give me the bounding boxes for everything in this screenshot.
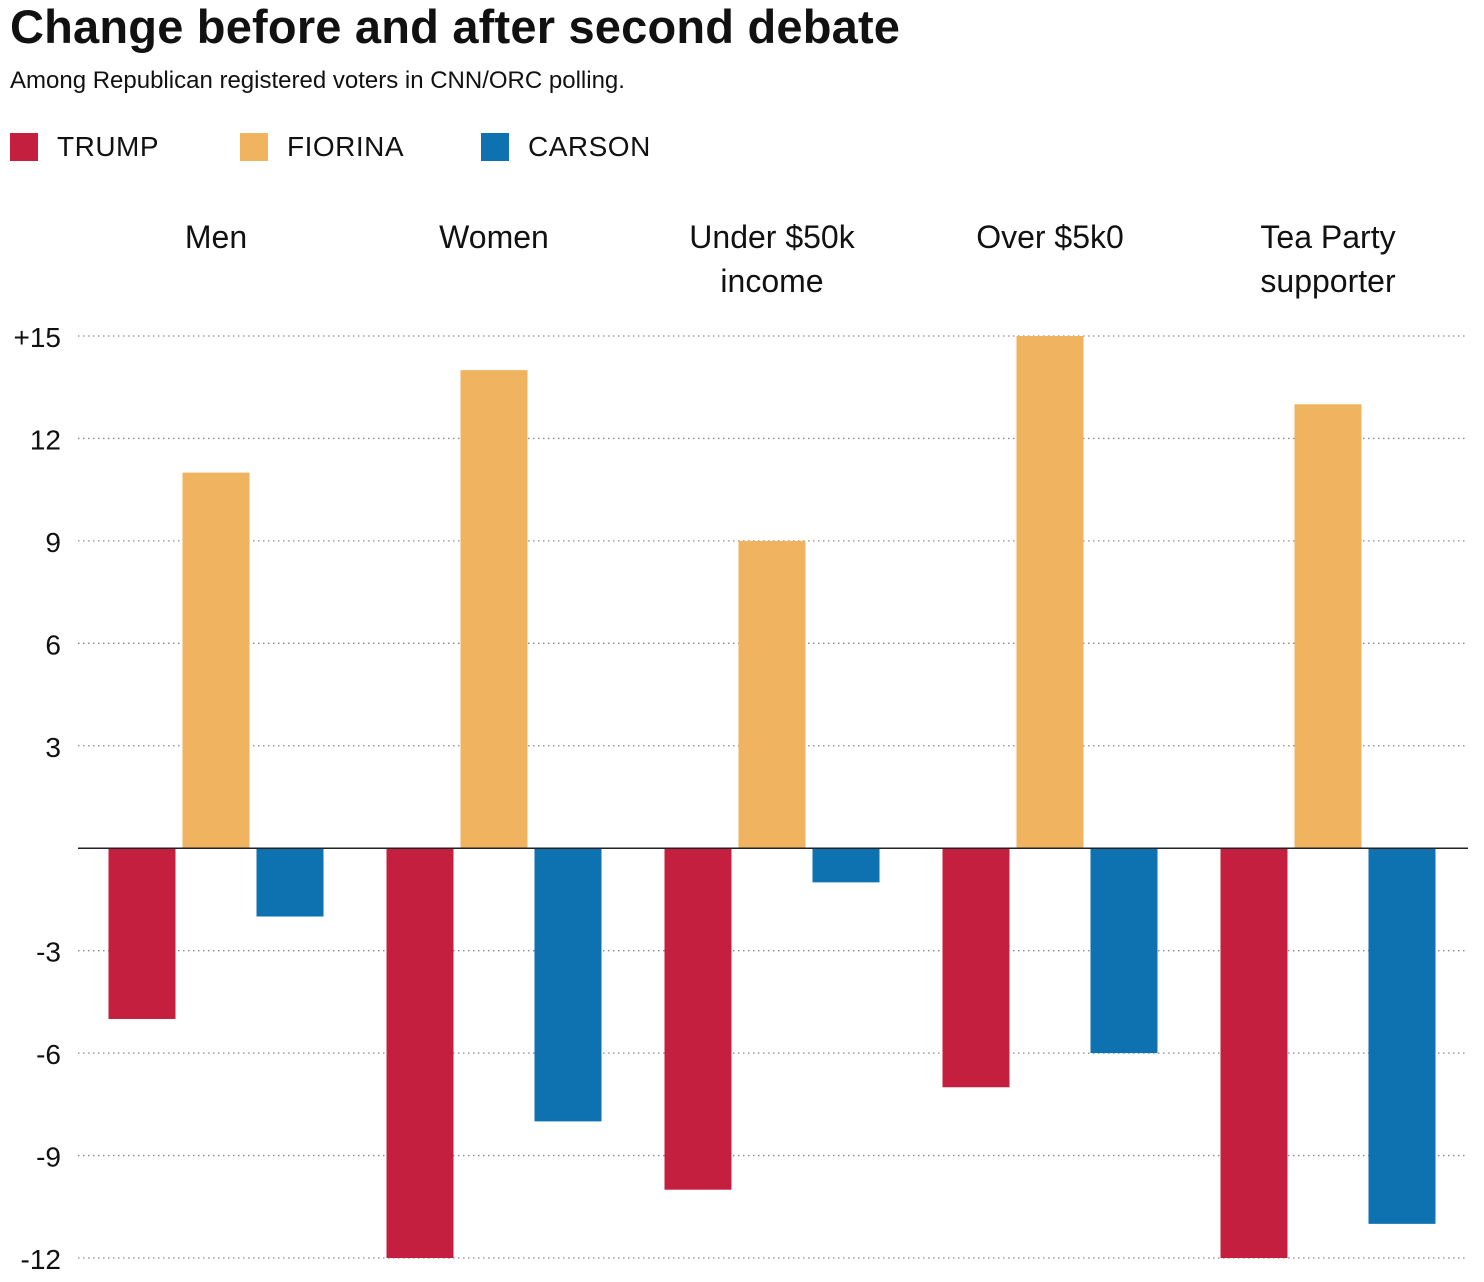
bar-fiorina (182, 472, 250, 849)
bar-fiorina (1294, 404, 1362, 849)
y-tick-label: 3 (45, 732, 61, 763)
legend-swatch-carson (481, 133, 509, 161)
bar-carson (1090, 848, 1158, 1054)
category-label-line: Women (439, 219, 549, 255)
bar-trump (108, 848, 176, 1019)
bar-trump (664, 848, 732, 1190)
y-tick-label: +15 (14, 322, 62, 353)
category-label: Women (439, 219, 549, 255)
category-label-line: Over $5k0 (976, 219, 1124, 255)
category-label: Over $5k0 (976, 219, 1124, 255)
category-label: Tea Party supporter (1260, 219, 1396, 299)
chart-title: Change before and after second debate (10, 0, 901, 53)
legend-label-carson: CARSON (528, 131, 651, 162)
bar-carson (256, 848, 324, 917)
y-tick-label: -6 (36, 1039, 61, 1070)
y-tick-label: 6 (45, 629, 61, 660)
category-label: Under $50k income (689, 219, 855, 299)
category-label-line: income (720, 263, 823, 299)
y-tick-label: 12 (30, 424, 61, 455)
legend-swatch-trump (10, 133, 38, 161)
bar-fiorina (460, 370, 528, 849)
bar-fiorina (1016, 336, 1084, 849)
chart-subtitle: Among Republican registered voters in CN… (10, 67, 625, 94)
bar-carson (812, 848, 880, 883)
category-label-line: supporter (1260, 263, 1396, 299)
bar-trump (1220, 848, 1288, 1258)
y-tick-label: -12 (21, 1244, 61, 1275)
bar-fiorina (738, 540, 806, 849)
bars (108, 336, 1436, 1258)
bar-carson (534, 848, 602, 1122)
category-label: Men (185, 219, 247, 255)
bar-carson (1368, 848, 1436, 1224)
y-tick-label: -3 (36, 937, 61, 968)
y-tick-label: -9 (36, 1142, 61, 1173)
legend-label-trump: TRUMP (57, 131, 160, 162)
legend-swatch-fiorina (240, 133, 268, 161)
category-label-line: Tea Party (1260, 219, 1395, 255)
category-label-line: Under $50k (689, 219, 855, 255)
category-label-line: Men (185, 219, 247, 255)
y-tick-label: 9 (45, 527, 61, 558)
bar-trump (386, 848, 454, 1258)
bar-trump (942, 848, 1010, 1088)
legend-label-fiorina: FIORINA (287, 131, 405, 162)
